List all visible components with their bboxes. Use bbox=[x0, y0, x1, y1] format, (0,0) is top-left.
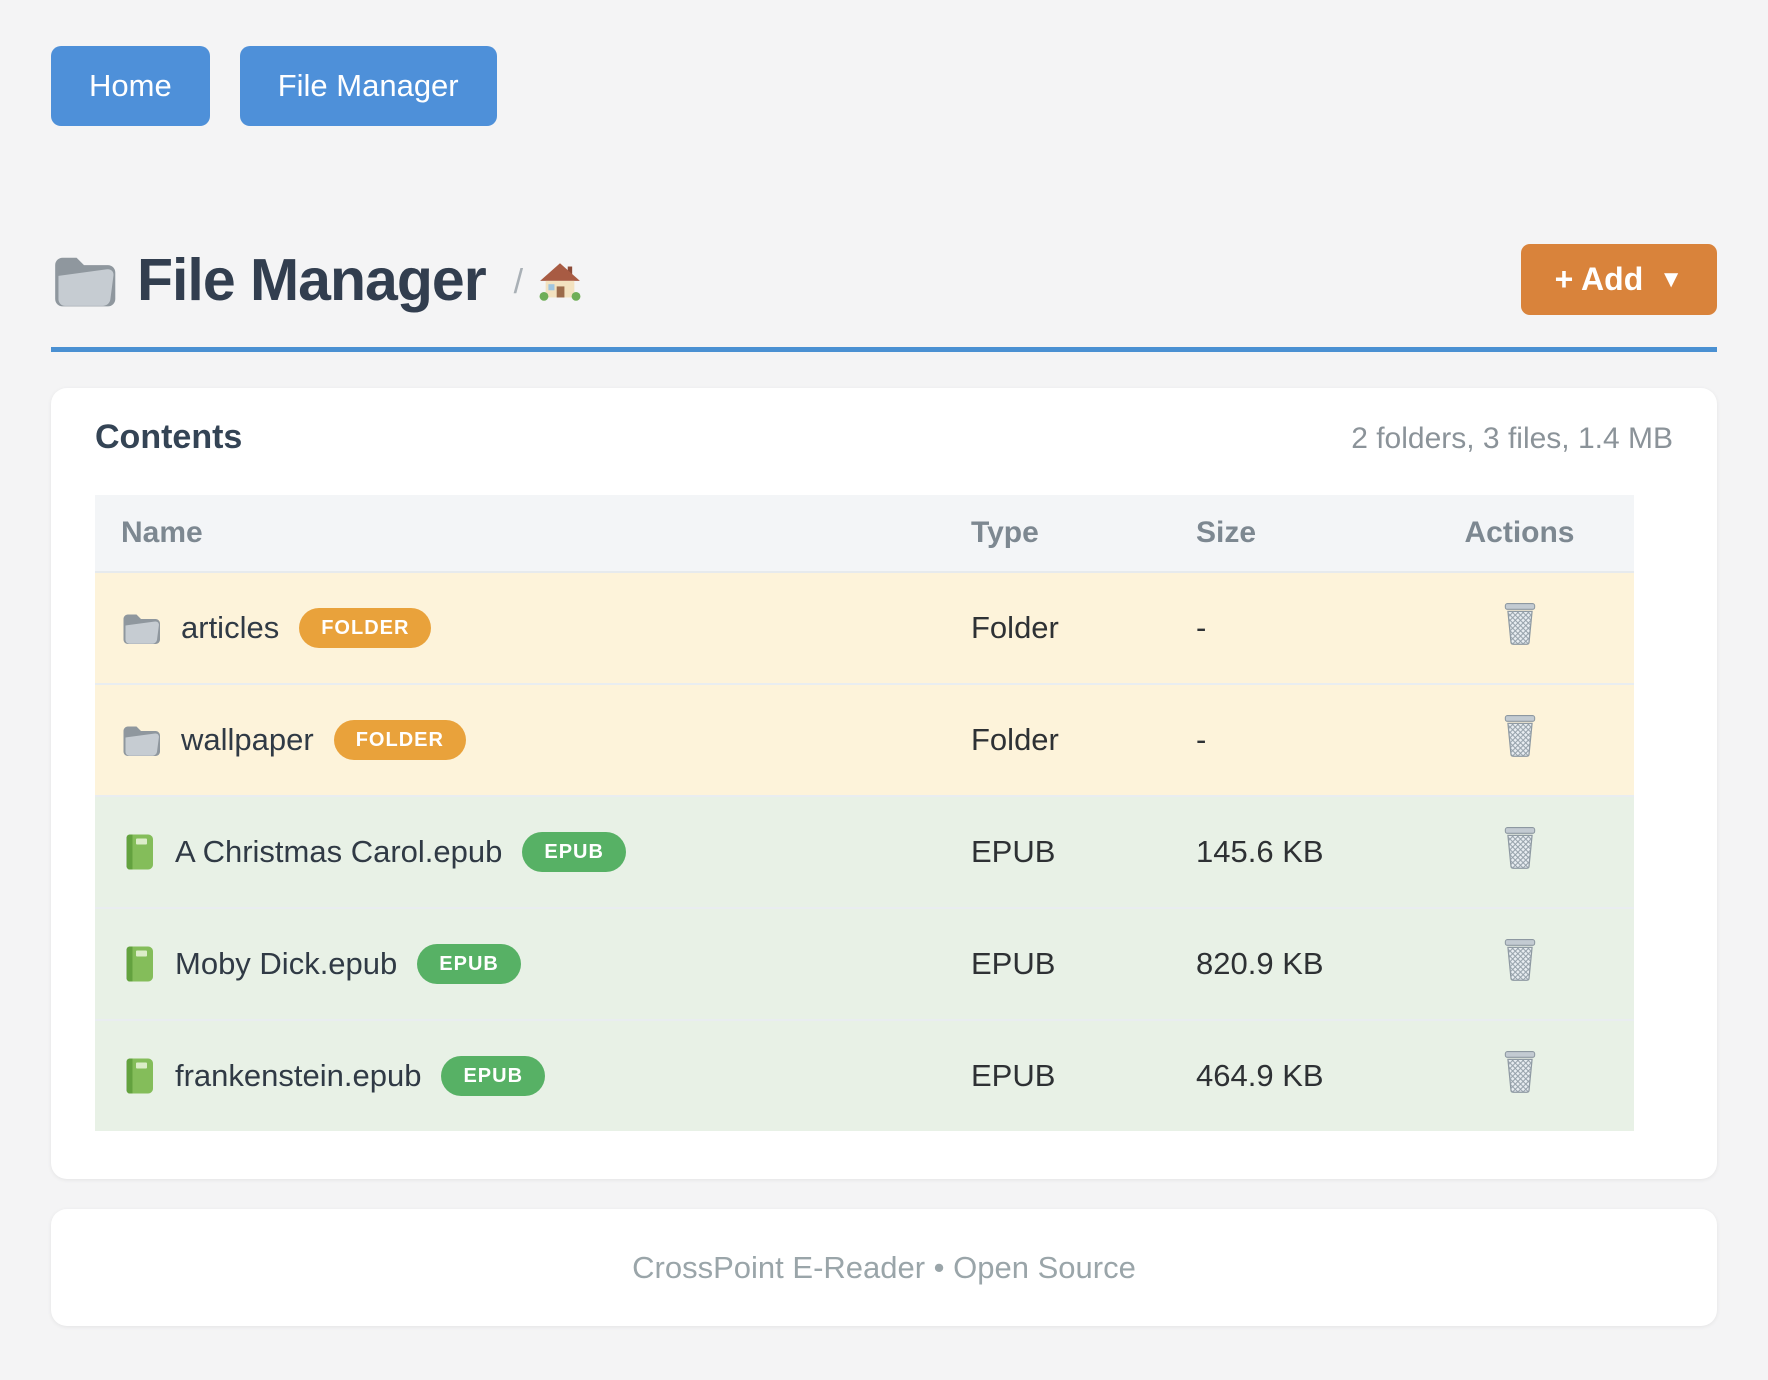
green-book-icon bbox=[121, 1057, 155, 1095]
size-cell: 820.9 KB bbox=[1170, 907, 1405, 1020]
trash-icon bbox=[1502, 1050, 1538, 1094]
delete-button[interactable] bbox=[1502, 714, 1538, 758]
name-cell: A Christmas Carol.epub EPUB bbox=[95, 795, 945, 908]
actions-cell bbox=[1405, 1019, 1634, 1131]
column-header-size: Size bbox=[1170, 495, 1405, 573]
footer-text: CrossPoint E-Reader • Open Source bbox=[632, 1249, 1136, 1285]
size-cell: 145.6 KB bbox=[1170, 795, 1405, 908]
type-cell: Folder bbox=[971, 610, 1059, 645]
type-cell: EPUB bbox=[945, 907, 1170, 1020]
house-icon[interactable] bbox=[539, 262, 581, 307]
delete-button[interactable] bbox=[1502, 1050, 1538, 1094]
folder-icon bbox=[121, 723, 161, 757]
actions-cell bbox=[1405, 795, 1634, 908]
actions-cell bbox=[1405, 572, 1634, 684]
breadcrumb-separator: / bbox=[513, 263, 524, 301]
table-row: Moby Dick.epub EPUB EPUB 820.9 KB bbox=[95, 907, 1634, 1020]
actions-cell bbox=[1405, 907, 1634, 1020]
add-button[interactable]: + Add ▼ bbox=[1520, 244, 1717, 315]
contents-summary: 2 folders, 3 files, 1.4 MB bbox=[1351, 422, 1673, 455]
type-cell: EPUB bbox=[945, 795, 1170, 908]
folder-icon bbox=[51, 252, 117, 308]
actions-cell bbox=[1405, 683, 1634, 796]
size-cell: - bbox=[1196, 610, 1207, 645]
contents-title: Contents bbox=[95, 418, 243, 456]
type-cell: EPUB bbox=[945, 1019, 1170, 1131]
delete-button[interactable] bbox=[1502, 602, 1538, 646]
file-name-link[interactable]: wallpaper bbox=[181, 722, 314, 757]
type-badge: EPUB bbox=[417, 944, 521, 984]
contents-card-header: Contents 2 folders, 3 files, 1.4 MB bbox=[95, 418, 1673, 457]
trash-icon bbox=[1502, 714, 1538, 758]
top-nav: Home File Manager bbox=[51, 46, 1717, 126]
add-button-label: + Add bbox=[1554, 261, 1644, 297]
delete-button[interactable] bbox=[1502, 826, 1538, 870]
type-cell: Folder bbox=[945, 683, 1170, 796]
size-cell: - bbox=[1170, 683, 1405, 796]
trash-icon bbox=[1502, 826, 1538, 870]
type-badge: EPUB bbox=[441, 1056, 546, 1096]
table-row: wallpaper FOLDER Folder - bbox=[95, 683, 1634, 796]
size-cell: 464.9 KB bbox=[1170, 1019, 1405, 1131]
page-header: File Manager / + Add ▼ bbox=[51, 244, 1717, 315]
name-cell: Moby Dick.epub EPUB bbox=[95, 907, 945, 1020]
trash-icon bbox=[1502, 938, 1538, 982]
delete-button[interactable] bbox=[1502, 938, 1538, 982]
table-body: articles FOLDER Folder - bbox=[95, 572, 1634, 1131]
page-title: File Manager bbox=[137, 246, 487, 313]
file-name-link[interactable]: articles bbox=[181, 610, 280, 645]
file-name-link[interactable]: frankenstein.epub bbox=[175, 1058, 422, 1093]
page: Home File Manager File Manager / + Add bbox=[51, 46, 1717, 1326]
table-header-row: Name Type Size Actions bbox=[95, 495, 1634, 573]
name-cell: wallpaper FOLDER bbox=[95, 683, 945, 796]
table-row: frankenstein.epub EPUB EPUB 464.9 KB bbox=[95, 1019, 1634, 1131]
column-header-actions: Actions bbox=[1405, 495, 1634, 573]
home-button[interactable]: Home bbox=[51, 46, 210, 126]
footer-card: CrossPoint E-Reader • Open Source bbox=[51, 1209, 1717, 1326]
type-badge: FOLDER bbox=[299, 608, 432, 648]
column-header-name: Name bbox=[95, 495, 945, 573]
green-book-icon bbox=[121, 945, 155, 983]
file-manager-button[interactable]: File Manager bbox=[239, 46, 497, 126]
trash-icon bbox=[1502, 602, 1538, 646]
caret-down-icon: ▼ bbox=[1659, 265, 1683, 293]
name-cell: articles FOLDER bbox=[95, 572, 945, 684]
green-book-icon bbox=[121, 833, 155, 871]
file-name-link[interactable]: A Christmas Carol.epub bbox=[175, 834, 503, 869]
column-header-type: Type bbox=[945, 495, 1170, 573]
type-badge: FOLDER bbox=[333, 720, 466, 760]
header-divider bbox=[51, 347, 1717, 352]
contents-card: Contents 2 folders, 3 files, 1.4 MB Name… bbox=[51, 388, 1717, 1179]
table-row: A Christmas Carol.epub EPUB EPUB 145.6 K… bbox=[95, 795, 1634, 908]
type-badge: EPUB bbox=[522, 832, 626, 872]
folder-icon bbox=[121, 611, 161, 645]
file-table: Name Type Size Actions bbox=[95, 495, 1634, 1131]
name-cell: frankenstein.epub EPUB bbox=[95, 1019, 945, 1131]
file-name-link[interactable]: Moby Dick.epub bbox=[175, 946, 398, 981]
table-row: articles FOLDER Folder - bbox=[95, 572, 1634, 684]
